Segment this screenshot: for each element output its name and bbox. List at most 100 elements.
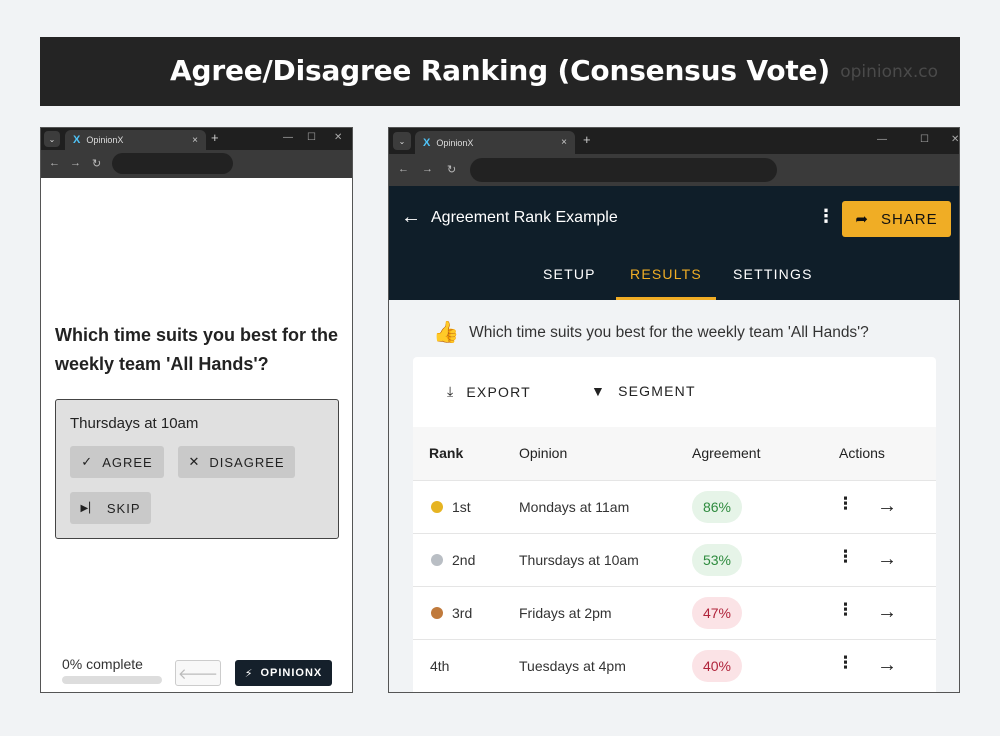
skip-icon: ▶▏ <box>80 502 98 514</box>
maximize-button[interactable]: ☐ <box>307 132 316 143</box>
tab-settings[interactable]: SETTINGS <box>733 266 813 282</box>
rank-cell: 3rd <box>431 605 472 621</box>
rank-text: 1st <box>452 499 471 515</box>
row-more-icon[interactable]: ⋮ <box>837 494 854 513</box>
export-button[interactable]: ⤓ EXPORT <box>447 383 531 400</box>
maximize-button[interactable]: ☐ <box>920 134 929 145</box>
row-more-icon[interactable]: ⋮ <box>837 547 854 566</box>
export-label: EXPORT <box>466 383 531 400</box>
reload-icon[interactable]: ↻ <box>92 158 102 170</box>
row-open-arrow-icon[interactable]: → <box>877 548 897 570</box>
col-opinion: Opinion <box>519 445 568 461</box>
share-label: SHARE <box>880 210 938 228</box>
disagree-button[interactable]: ✕ DISAGREE <box>178 446 295 478</box>
agree-button[interactable]: ✓ AGREE <box>70 446 164 478</box>
skip-button[interactable]: ▶▏ SKIP <box>70 492 151 524</box>
disagree-label: DISAGREE <box>209 454 285 470</box>
rank-cell: 1st <box>431 499 471 515</box>
opinionx-button[interactable]: ⚡ OPINIONX <box>235 660 332 686</box>
survey-browser-window: ⌄ X OpinionX × + — ☐ ✕ ← → ↻ Which time … <box>40 127 353 693</box>
row-open-arrow-icon[interactable]: → <box>877 601 897 623</box>
app-header: ← Agreement Rank Example ⋮ ➦ SHARE SETUP… <box>389 186 959 300</box>
tab-menu-button[interactable]: ⌄ <box>393 132 411 150</box>
banner-brand: opinionx.co <box>840 62 938 82</box>
browser-tab[interactable]: X OpinionX × <box>415 131 575 154</box>
agree-label: AGREE <box>102 454 153 470</box>
col-actions: Actions <box>839 445 885 461</box>
back-nav-icon[interactable]: ← <box>49 157 60 169</box>
x-icon: ✕ <box>188 454 201 469</box>
banner-title: Agree/Disagree Ranking (Consensus Vote) <box>170 54 830 87</box>
new-tab-button[interactable]: + <box>211 130 219 145</box>
rank-text: 3rd <box>452 605 473 621</box>
rank-cell: 2nd <box>431 552 475 568</box>
tab-menu-button[interactable]: ⌄ <box>44 131 60 147</box>
progress-bar <box>62 676 162 684</box>
table-row: 4th Tuesdays at 4pm 40% ⋮ → <box>413 640 936 692</box>
row-more-icon[interactable]: ⋮ <box>837 653 854 672</box>
previous-button[interactable]: 🡐 <box>175 660 221 686</box>
close-window-button[interactable]: ✕ <box>334 132 343 143</box>
table-row: 1st Mondays at 11am 86% ⋮ → <box>413 481 936 534</box>
progress-text: 0% complete <box>62 656 143 672</box>
segment-button[interactable]: ▼ SEGMENT <box>591 383 696 399</box>
url-field[interactable] <box>112 153 233 174</box>
opinionx-logo-icon: X <box>73 134 81 146</box>
tab-strip: ⌄ X OpinionX × + — ☐ ✕ <box>389 128 959 154</box>
agreement-badge: 40% <box>692 650 742 682</box>
reload-icon[interactable]: ↻ <box>447 164 457 176</box>
tab-strip: ⌄ X OpinionX × + — ☐ ✕ <box>41 128 352 150</box>
address-bar: ← → ↻ <box>389 154 959 186</box>
results-question: 👍 Which time suits you best for the week… <box>433 321 869 345</box>
tab-results[interactable]: RESULTS <box>616 266 716 300</box>
row-more-icon[interactable]: ⋮ <box>837 600 854 619</box>
survey-question: Which time suits you best for the weekly… <box>55 325 339 374</box>
tab-setup[interactable]: SETUP <box>543 266 596 282</box>
medal-icon <box>431 554 443 566</box>
more-options-icon[interactable]: ⋮ <box>817 206 835 226</box>
rank-cell: 4th <box>430 658 449 674</box>
browser-tab[interactable]: X OpinionX × <box>65 130 206 150</box>
rank-text: 4th <box>430 658 450 674</box>
opinionx-button-label: OPINIONX <box>260 667 323 679</box>
table-row: 3rd Fridays at 2pm 47% ⋮ → <box>413 587 936 640</box>
opinionx-logo-icon: X <box>423 136 431 149</box>
medal-icon <box>431 501 443 513</box>
tab-title: OpinionX <box>436 137 474 148</box>
results-card: ⤓ EXPORT ▼ SEGMENT Rank Opinion Agreemen… <box>413 357 936 692</box>
address-bar: ← → ↻ <box>41 150 352 178</box>
agreement-badge: 53% <box>692 544 742 576</box>
opinion-cell: Fridays at 2pm <box>519 605 612 621</box>
row-open-arrow-icon[interactable]: → <box>877 654 897 676</box>
agreement-badge: 86% <box>692 491 742 523</box>
tabs-row: SETUP RESULTS SETTINGS <box>389 266 959 300</box>
table-header: Rank Opinion Agreement Actions <box>413 427 936 481</box>
opinion-cell: Thursdays at 10am <box>519 552 639 568</box>
forward-nav-icon[interactable]: → <box>422 163 433 175</box>
results-browser-window: ⌄ X OpinionX × + — ☐ ✕ ← → ↻ ← Agreement… <box>388 127 960 693</box>
arrow-left-icon: 🡐 <box>177 665 219 683</box>
segment-label: SEGMENT <box>618 383 696 399</box>
rank-text: 2nd <box>452 552 476 568</box>
row-open-arrow-icon[interactable]: → <box>877 495 897 517</box>
tab-title: OpinionX <box>86 135 124 145</box>
back-nav-icon[interactable]: ← <box>398 163 409 175</box>
skip-label: SKIP <box>106 500 141 516</box>
back-arrow-icon[interactable]: ← <box>401 206 421 228</box>
url-field[interactable] <box>470 158 777 182</box>
tab-close-icon[interactable]: × <box>192 134 198 146</box>
results-question-text: Which time suits you best for the weekly… <box>469 324 869 341</box>
option-label: Thursdays at 10am <box>70 415 199 432</box>
close-window-button[interactable]: ✕ <box>951 134 960 145</box>
opinion-cell: Tuesdays at 4pm <box>519 658 626 674</box>
share-button[interactable]: ➦ SHARE <box>842 201 951 237</box>
filter-icon: ▼ <box>591 383 607 399</box>
forward-nav-icon[interactable]: → <box>70 157 81 169</box>
minimize-button[interactable]: — <box>877 134 887 145</box>
tab-close-icon[interactable]: × <box>561 137 567 148</box>
medal-icon <box>431 607 443 619</box>
option-card: Thursdays at 10am ✓ AGREE ✕ DISAGREE ▶▏ … <box>55 399 339 539</box>
minimize-button[interactable]: — <box>283 132 293 143</box>
new-tab-button[interactable]: + <box>583 132 591 147</box>
lightning-icon: ⚡ <box>244 667 254 680</box>
